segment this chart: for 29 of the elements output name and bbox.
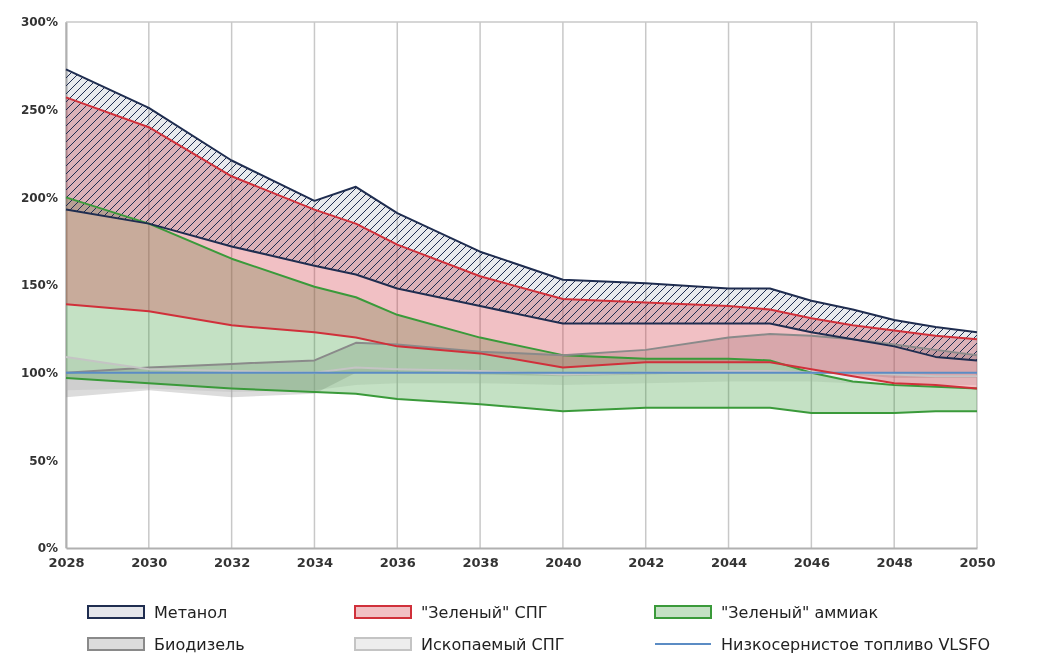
legend-label: Низкосернистое топливо VLSFO xyxy=(721,635,991,654)
legend-label: Биодизель xyxy=(154,635,245,654)
line-series xyxy=(65,333,978,374)
x-tick-label: 2042 xyxy=(628,555,665,571)
y-tick-label: 300% xyxy=(20,15,58,30)
x-tick-label: 2040 xyxy=(545,555,582,571)
x-tick-label: 2034 xyxy=(296,555,334,571)
y-tick-label: 50% xyxy=(29,453,58,468)
legend-label: Метанол xyxy=(154,603,228,622)
y-tick-label: 150% xyxy=(20,278,58,293)
legend-label: "Зеленый" СПГ xyxy=(421,603,548,622)
x-tick-label: 2032 xyxy=(214,555,251,571)
line-series xyxy=(65,376,978,414)
line-series xyxy=(65,208,978,362)
y-tick-label: 250% xyxy=(20,103,58,118)
line-series xyxy=(65,303,978,390)
y-tick-label: 0% xyxy=(37,541,58,556)
x-tick-label: 2028 xyxy=(48,555,85,571)
x-tick-label: 2038 xyxy=(462,555,499,571)
legend-label: "Зеленый" аммиак xyxy=(721,603,879,622)
x-tick-label: 2046 xyxy=(793,555,830,571)
y-tick-label: 200% xyxy=(20,190,58,205)
x-tick-label: 2044 xyxy=(710,555,748,571)
y-tick-label: 100% xyxy=(20,366,58,381)
x-tick-label: 2036 xyxy=(379,555,416,571)
x-tick-label: 2050 xyxy=(959,555,996,571)
x-tick-label: 2048 xyxy=(876,555,913,571)
x-tick-label: 2030 xyxy=(131,555,168,571)
legend-label: Ископаемый СПГ xyxy=(421,635,565,654)
